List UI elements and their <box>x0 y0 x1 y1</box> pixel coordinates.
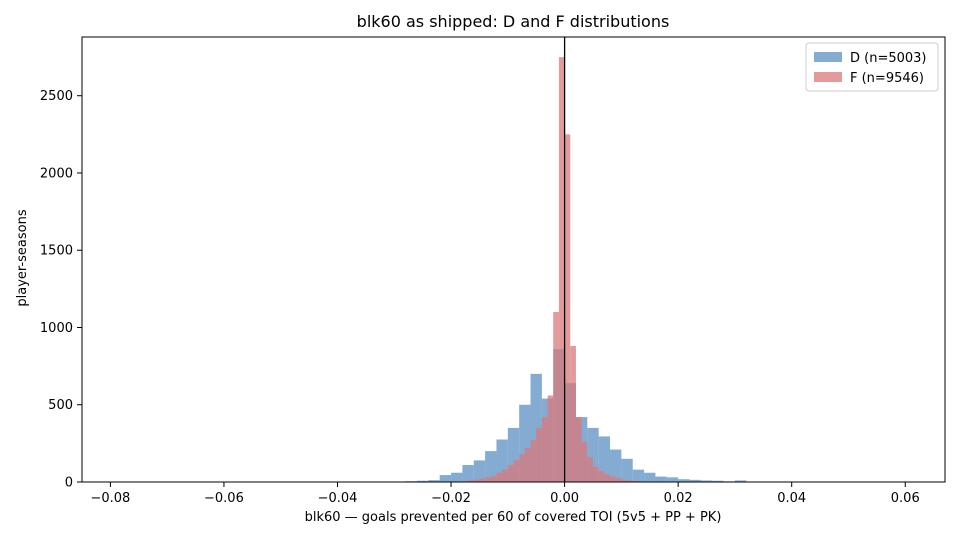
bar-d-48 <box>655 476 667 482</box>
bar-d-28 <box>428 480 440 482</box>
bar-f-15 <box>479 478 486 482</box>
legend-swatch-d <box>814 52 842 62</box>
bar-d-47 <box>644 472 656 482</box>
bar-f-39 <box>615 478 622 482</box>
series-f-bars <box>445 57 667 483</box>
bar-d-29 <box>439 475 452 482</box>
bar-d-52 <box>700 480 713 482</box>
bar-d-30 <box>451 472 463 482</box>
bar-d-27 <box>416 480 429 482</box>
bar-d-49 <box>666 477 679 482</box>
bar-f-20 <box>507 465 514 482</box>
bar-f-17 <box>490 475 497 482</box>
bar-d-32 <box>473 460 486 482</box>
bar-d-36 <box>519 404 531 482</box>
bar-f-29 <box>558 57 565 483</box>
bar-f-21 <box>513 460 520 482</box>
bar-d-53 <box>712 480 724 482</box>
bar-d-55 <box>734 480 747 482</box>
x-tick-label: 0.02 <box>664 491 693 506</box>
legend-label-f: F (n=9546) <box>850 71 924 86</box>
x-tick-label: 0.04 <box>777 491 806 506</box>
bar-d-44 <box>610 449 622 482</box>
bar-d-45 <box>621 458 633 482</box>
bar-f-27 <box>547 395 554 482</box>
y-tick-label: 1500 <box>40 244 73 259</box>
bar-f-19 <box>502 469 508 482</box>
bar-f-24 <box>530 440 537 482</box>
y-axis-title: player-seasons <box>15 209 30 306</box>
bar-f-26 <box>541 417 548 482</box>
legend: D (n=5003) F (n=9546) <box>805 42 939 92</box>
bar-f-22 <box>519 454 525 482</box>
bar-f-31 <box>570 346 576 482</box>
x-axis-title: blk60 — goals prevented per 60 of covere… <box>305 510 722 525</box>
bar-f-37 <box>604 474 611 482</box>
bar-f-14 <box>473 479 480 482</box>
bar-f-33 <box>581 441 588 482</box>
x-tick-label: −0.08 <box>90 491 130 506</box>
bar-f-40 <box>621 479 628 482</box>
x-tick-label: 0.00 <box>550 491 579 506</box>
bar-f-23 <box>524 448 531 482</box>
bar-d-51 <box>689 479 701 482</box>
bar-f-38 <box>610 476 616 482</box>
bar-d-35 <box>507 427 520 482</box>
plot-frame <box>81 36 946 483</box>
bar-d-34 <box>496 439 508 482</box>
bar-f-32 <box>575 417 582 482</box>
y-tick-label: 500 <box>48 398 73 413</box>
bar-d-50 <box>678 479 690 482</box>
bar-f-18 <box>496 472 503 482</box>
x-axis: −0.08 −0.06 −0.04 −0.02 0.00 0.02 0.04 0.06 <box>90 482 920 506</box>
y-axis: 0 500 1000 1500 2000 2500 <box>40 89 82 491</box>
bar-f-41 <box>627 480 633 482</box>
bar-f-25 <box>536 427 542 482</box>
bar-d-46 <box>632 469 645 482</box>
bar-f-30 <box>564 134 571 482</box>
bar-f-34 <box>587 457 593 482</box>
x-tick-label: −0.04 <box>318 491 358 506</box>
bar-f-28 <box>553 312 559 482</box>
bar-d-37 <box>530 373 542 482</box>
legend-label-d: D (n=5003) <box>850 51 927 66</box>
y-tick-label: 2500 <box>40 89 73 104</box>
y-tick-label: 2000 <box>40 166 73 181</box>
y-tick-label: 1000 <box>40 321 73 336</box>
x-tick-label: 0.06 <box>891 491 920 506</box>
bar-f-36 <box>598 471 605 482</box>
bar-d-33 <box>485 451 497 482</box>
bar-d-43 <box>598 436 611 482</box>
bar-f-13 <box>468 480 474 482</box>
bar-f-16 <box>485 477 491 482</box>
y-tick-label: 0 <box>65 476 73 491</box>
x-tick-label: −0.02 <box>431 491 471 506</box>
bar-d-31 <box>462 465 474 482</box>
chart-title: blk60 as shipped: D and F distributions <box>357 12 670 31</box>
bar-d-42 <box>587 427 599 482</box>
bar-f-35 <box>592 466 599 482</box>
legend-swatch-f <box>814 72 842 82</box>
x-tick-label: −0.06 <box>204 491 244 506</box>
